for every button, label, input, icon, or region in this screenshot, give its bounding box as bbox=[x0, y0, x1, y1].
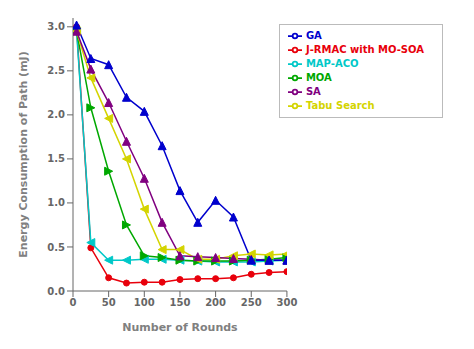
html-text:MAP-ACO: MAP-ACO bbox=[305, 58, 359, 69]
svg-text:3.0: 3.0 bbox=[47, 21, 65, 32]
svg-text:1.5: 1.5 bbox=[47, 153, 65, 164]
svg-text:200: 200 bbox=[205, 297, 226, 308]
svg-text:250: 250 bbox=[241, 297, 262, 308]
svg-text:0.5: 0.5 bbox=[47, 242, 65, 253]
svg-text:2.5: 2.5 bbox=[47, 65, 65, 76]
svg-text:Energy Consumption of Path (mJ: Energy Consumption of Path (mJ) bbox=[17, 51, 30, 257]
svg-text:1.0: 1.0 bbox=[47, 197, 65, 208]
svg-text:300: 300 bbox=[276, 297, 297, 308]
svg-text:150: 150 bbox=[170, 297, 191, 308]
svg-text:100: 100 bbox=[134, 297, 155, 308]
html-text:J-RMAC with MO-SOA: J-RMAC with MO-SOA bbox=[305, 44, 424, 55]
svg-text:0: 0 bbox=[70, 297, 77, 308]
html-text:SA: SA bbox=[305, 86, 321, 97]
svg-text:0.0: 0.0 bbox=[47, 286, 65, 297]
html-text:MOA: MOA bbox=[305, 72, 332, 83]
svg-text:50: 50 bbox=[102, 297, 116, 308]
svg-text:Number of Rounds: Number of Rounds bbox=[122, 321, 238, 334]
html-text:Tabu Search: Tabu Search bbox=[305, 100, 375, 111]
html-text:GA: GA bbox=[305, 30, 322, 41]
svg-text:2.0: 2.0 bbox=[47, 109, 65, 120]
